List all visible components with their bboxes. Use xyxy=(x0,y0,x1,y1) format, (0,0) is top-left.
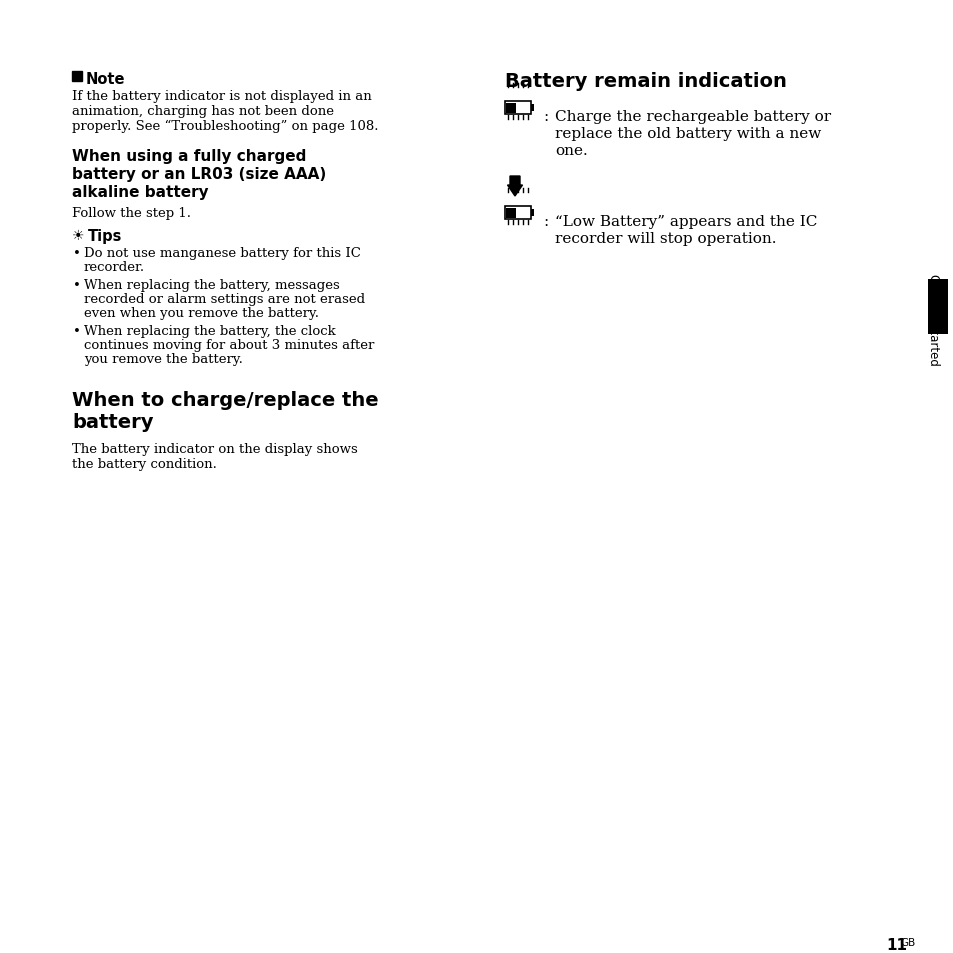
Bar xyxy=(531,105,534,112)
Text: Follow the step 1.: Follow the step 1. xyxy=(71,207,191,220)
Text: When replacing the battery, messages: When replacing the battery, messages xyxy=(84,278,339,292)
Bar xyxy=(506,103,515,113)
Text: When using a fully charged: When using a fully charged xyxy=(71,149,306,164)
Text: even when you remove the battery.: even when you remove the battery. xyxy=(84,307,318,319)
Text: :: : xyxy=(542,214,548,229)
Text: GB: GB xyxy=(899,937,914,947)
Bar xyxy=(927,280,947,335)
Text: properly. See “Troubleshooting” on page 108.: properly. See “Troubleshooting” on page … xyxy=(71,120,378,133)
Polygon shape xyxy=(507,177,522,196)
Text: Getting Started: Getting Started xyxy=(926,274,940,366)
Text: If the battery indicator is not displayed in an: If the battery indicator is not displaye… xyxy=(71,90,372,103)
Bar xyxy=(504,102,531,115)
Text: continues moving for about 3 minutes after: continues moving for about 3 minutes aft… xyxy=(84,338,374,352)
Text: •: • xyxy=(73,278,81,292)
Text: “Low Battery” appears and the IC: “Low Battery” appears and the IC xyxy=(555,214,817,229)
Text: •: • xyxy=(73,325,81,337)
Text: When replacing the battery, the clock: When replacing the battery, the clock xyxy=(84,325,335,337)
Bar xyxy=(506,209,515,218)
Bar xyxy=(504,207,531,220)
Text: you remove the battery.: you remove the battery. xyxy=(84,353,243,366)
Text: the battery condition.: the battery condition. xyxy=(71,457,216,471)
Bar xyxy=(71,71,82,82)
Text: recorder will stop operation.: recorder will stop operation. xyxy=(555,232,776,246)
Text: one.: one. xyxy=(555,144,587,158)
Text: Tips: Tips xyxy=(88,229,122,244)
Text: :: : xyxy=(542,110,548,124)
Text: replace the old battery with a new: replace the old battery with a new xyxy=(555,127,821,141)
Text: recorded or alarm settings are not erased: recorded or alarm settings are not erase… xyxy=(84,293,365,306)
Bar xyxy=(531,210,534,216)
Text: ☀: ☀ xyxy=(71,229,85,243)
Text: Do not use manganese battery for this IC: Do not use manganese battery for this IC xyxy=(84,247,360,260)
Text: Note: Note xyxy=(86,71,126,87)
Text: Battery remain indication: Battery remain indication xyxy=(504,71,786,91)
Text: alkaline battery: alkaline battery xyxy=(71,185,209,200)
Text: battery: battery xyxy=(71,413,153,432)
Text: The battery indicator on the display shows: The battery indicator on the display sho… xyxy=(71,442,357,456)
Text: Charge the rechargeable battery or: Charge the rechargeable battery or xyxy=(555,110,830,124)
Text: When to charge/replace the: When to charge/replace the xyxy=(71,391,378,410)
Text: battery or an LR03 (size AAA): battery or an LR03 (size AAA) xyxy=(71,167,326,182)
Text: •: • xyxy=(73,247,81,260)
Text: 11: 11 xyxy=(885,937,906,952)
Text: recorder.: recorder. xyxy=(84,261,145,274)
Text: animation, charging has not been done: animation, charging has not been done xyxy=(71,105,334,118)
